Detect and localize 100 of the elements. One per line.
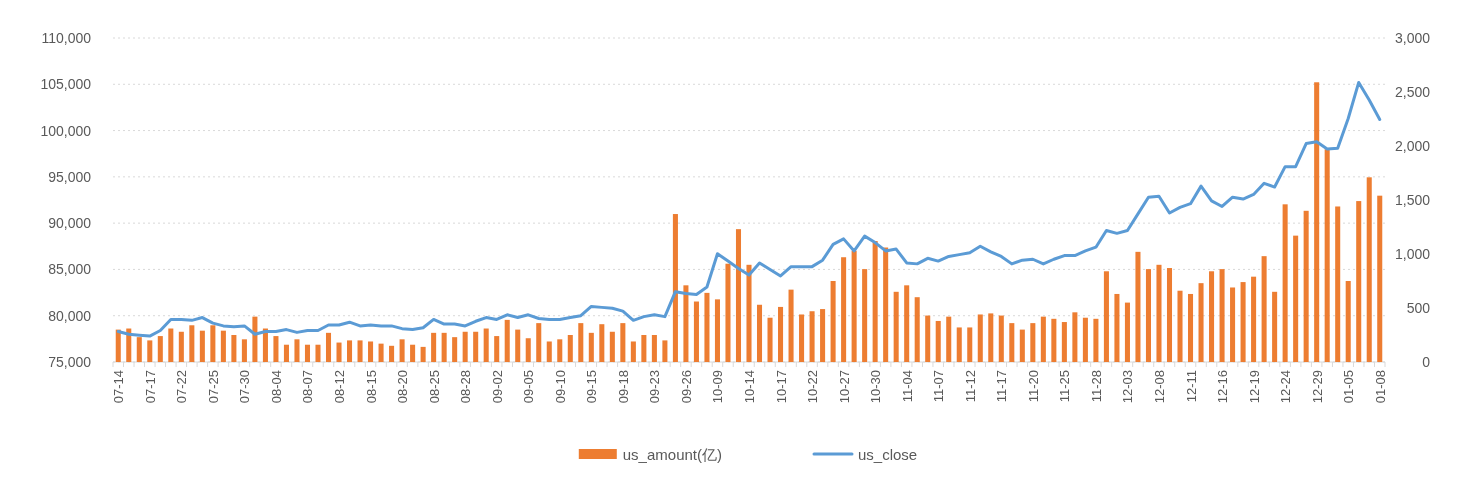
bar <box>1040 316 1046 362</box>
x-tick-label: 12-29 <box>1309 370 1325 404</box>
y2-tick-label: 500 <box>1406 300 1431 316</box>
x-tick-label: 09-15 <box>584 370 600 404</box>
bar <box>304 344 310 362</box>
bar <box>1272 291 1278 362</box>
bar <box>1177 290 1183 362</box>
bar <box>672 214 678 362</box>
bar <box>799 314 805 362</box>
bar <box>904 285 910 362</box>
bar <box>515 329 521 362</box>
bar <box>704 292 710 362</box>
bar <box>662 340 668 362</box>
bar <box>1188 293 1194 362</box>
bar <box>1240 282 1246 362</box>
bar <box>683 285 689 362</box>
bar <box>1230 287 1236 362</box>
x-tick-label: 12-11 <box>1183 370 1199 403</box>
x-tick-label: 01-08 <box>1372 370 1388 404</box>
bar <box>1282 204 1288 362</box>
bar <box>452 337 458 362</box>
bar <box>1145 269 1151 362</box>
x-tick-label: 12-16 <box>1215 370 1231 404</box>
x-tick-label: 08-25 <box>426 370 442 404</box>
line-series <box>116 80 1382 338</box>
bar <box>830 281 836 362</box>
x-tick-label: 08-15 <box>363 370 379 404</box>
bar <box>220 330 226 362</box>
bar <box>620 323 626 362</box>
bar <box>1335 206 1341 362</box>
bar <box>609 331 615 362</box>
bar <box>1124 302 1130 362</box>
x-tick-label: 10-27 <box>836 370 852 404</box>
bar <box>273 336 279 362</box>
x-tick-label: 07-22 <box>174 370 190 404</box>
bar <box>1030 323 1036 362</box>
y-tick-label: 90,000 <box>48 215 92 232</box>
bar <box>252 316 258 362</box>
bar <box>967 327 973 362</box>
bar <box>588 332 594 362</box>
bar <box>525 338 531 362</box>
bar <box>578 323 584 362</box>
y2-tick-label: 1,500 <box>1394 192 1431 208</box>
bar <box>410 344 416 362</box>
bar <box>115 329 121 362</box>
bar <box>841 257 847 362</box>
bar <box>756 304 763 362</box>
bar <box>820 309 826 362</box>
bar <box>735 229 742 362</box>
y-tick-label: 105,000 <box>40 76 92 93</box>
bar <box>210 325 216 362</box>
bar <box>1103 271 1109 362</box>
x-tick-label: 09-23 <box>647 370 663 404</box>
bar <box>347 340 353 362</box>
bar <box>536 323 542 362</box>
x-tick-label: 07-14 <box>111 370 127 404</box>
x-tick-label: 09-10 <box>552 370 568 404</box>
x-tick-label: 10-09 <box>710 370 726 404</box>
bar <box>1261 256 1267 362</box>
bar <box>914 297 920 362</box>
x-tick-label: 12-24 <box>1278 370 1294 404</box>
bar <box>1356 201 1362 362</box>
legend-label: us_close <box>858 446 918 463</box>
bar <box>862 269 868 362</box>
x-tick-label: 10-17 <box>773 370 789 404</box>
x-tick-label: 07-30 <box>237 370 253 404</box>
bar <box>178 331 184 362</box>
bar <box>1072 312 1078 362</box>
bar <box>988 313 994 362</box>
bar <box>851 250 857 362</box>
x-tick-label: 09-05 <box>521 370 537 404</box>
x-tick-label: 12-19 <box>1246 370 1262 404</box>
bar <box>325 332 332 362</box>
y2-tick-label: 3,000 <box>1394 30 1431 46</box>
bar <box>1345 281 1351 362</box>
x-tick-label: 09-18 <box>615 370 631 404</box>
y-tick-label: 95,000 <box>48 168 92 185</box>
bar <box>1251 276 1257 362</box>
bar <box>368 341 374 362</box>
bar <box>998 315 1004 362</box>
legend-label: us_amount(亿) <box>622 446 723 463</box>
bar <box>925 315 931 362</box>
bar <box>462 331 468 362</box>
x-tick-label: 12-03 <box>1120 370 1136 404</box>
bar <box>1303 210 1309 362</box>
x-tick-label: 11-12 <box>962 370 978 403</box>
x-tick-label: 11-04 <box>899 370 915 403</box>
bar <box>399 339 405 362</box>
x-tick-label: 08-20 <box>395 370 411 404</box>
bar <box>956 327 962 362</box>
bar <box>336 342 342 362</box>
bar <box>1114 293 1120 362</box>
x-tick-label: 10-14 <box>742 370 757 404</box>
bar <box>199 330 205 362</box>
y2-tick-label: 1,000 <box>1394 246 1431 262</box>
bar <box>599 324 605 362</box>
bar <box>231 335 237 362</box>
bar <box>1093 318 1099 362</box>
x-tick-label: 08-12 <box>332 370 348 404</box>
bar <box>1166 268 1173 362</box>
